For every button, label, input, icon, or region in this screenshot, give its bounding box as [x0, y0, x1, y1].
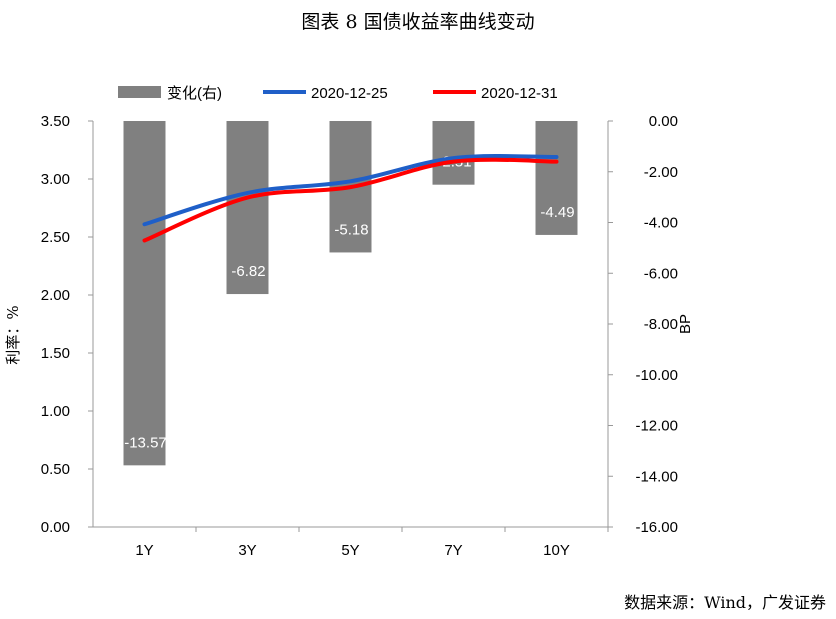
y-tick-label: 2.00 — [41, 287, 70, 304]
y-tick-label: 3.50 — [41, 113, 70, 130]
bar-label: -5.18 — [334, 221, 368, 238]
y-tick-label: 3.00 — [41, 171, 70, 188]
legend: 变化(右) 2020-12-25 2020-12-31 — [118, 85, 558, 102]
bar-label: -4.49 — [540, 204, 574, 221]
legend-label: 2020-12-31 — [481, 85, 558, 102]
y2-tick-label: -8.00 — [644, 316, 678, 333]
y2-tick-label: -10.00 — [635, 367, 678, 384]
x-tick-label: 10Y — [543, 542, 570, 559]
y2-tick-label: -14.00 — [635, 468, 678, 485]
y2-tick-label: -2.00 — [644, 164, 678, 181]
y2-axis-label: BP — [677, 314, 694, 334]
legend-label: 变化(右) — [167, 85, 222, 102]
bar-10Y — [535, 121, 578, 235]
x-tick-label: 5Y — [341, 542, 359, 559]
legend-swatch-bar — [118, 86, 161, 98]
x-tick-label: 3Y — [238, 542, 256, 559]
legend-label: 2020-12-25 — [311, 85, 388, 102]
y2-tick-label: -12.00 — [635, 418, 678, 435]
bar-1Y — [123, 121, 166, 466]
y2-tick-label: 0.00 — [649, 113, 678, 130]
bar-7Y — [432, 121, 475, 185]
x-tick-label: 7Y — [444, 542, 462, 559]
y-axis-label: 利率：% — [4, 305, 22, 364]
y-tick-label: 0.00 — [41, 519, 70, 536]
y-tick-label: 1.00 — [41, 403, 70, 420]
bar-label: -6.82 — [231, 263, 265, 280]
y-tick-label: 0.50 — [41, 461, 70, 478]
y2-tick-label: -16.00 — [635, 519, 678, 536]
x-tick-label: 1Y — [135, 542, 153, 559]
source-note: 数据来源：Wind，广发证券 — [624, 593, 826, 612]
bar-3Y — [226, 121, 269, 295]
chart-title: 图表 8 国债收益率曲线变动 — [301, 11, 534, 33]
y2-tick-label: -6.00 — [644, 265, 678, 282]
bar-label: -13.57 — [124, 434, 167, 451]
y2-tick-label: -4.00 — [644, 215, 678, 232]
y-tick-label: 2.50 — [41, 229, 70, 246]
y-tick-label: 1.50 — [41, 345, 70, 362]
